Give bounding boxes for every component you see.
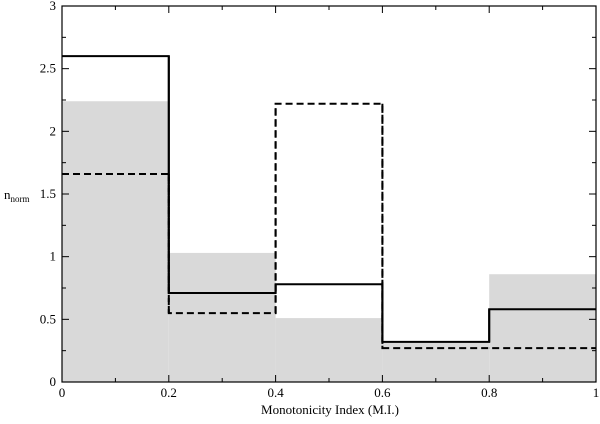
x-tick-label: 0.8: [481, 385, 497, 400]
y-tick-label: 2.5: [40, 61, 56, 76]
step-lines-layer: [62, 55, 596, 350]
x-tick-label: 0.6: [374, 385, 391, 400]
y-tick-label: 0: [50, 374, 57, 389]
dashed-step-line: [62, 102, 596, 350]
y-tick-label: 1: [50, 249, 57, 264]
x-tick-label: 0.4: [267, 385, 284, 400]
x-axis-label: Monotonicity Index (M.I.): [261, 402, 399, 417]
filled-bar-5: [489, 274, 596, 382]
ticks-layer: 0 0.2 0.4 0.6 0.8 1 0 0.5 1 1.5 2 2.5 3: [40, 0, 600, 400]
y-tick-label: 0.5: [40, 311, 56, 326]
filled-bar-2: [168, 252, 276, 382]
x-tick-label: 0: [59, 385, 66, 400]
filled-bar-3: [275, 318, 383, 382]
y-axis-label: nnorm: [4, 187, 30, 204]
y-axis-label-main: n: [4, 187, 11, 202]
y-tick-label: 2: [50, 123, 57, 138]
x-tick-label: 1: [593, 385, 600, 400]
y-tick-label: 1.5: [40, 186, 56, 201]
y-tick-label: 3: [50, 0, 57, 13]
filled-series-layer: [62, 101, 596, 383]
y-axis-label-subscript: norm: [11, 194, 30, 204]
x-tick-label: 0.2: [161, 385, 177, 400]
filled-bar-1: [62, 101, 169, 383]
